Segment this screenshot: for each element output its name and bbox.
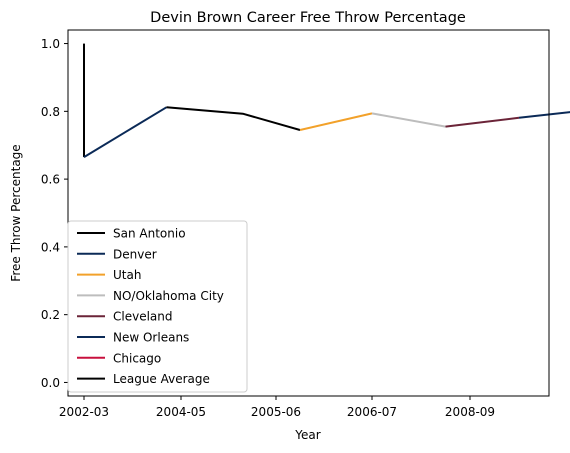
- legend-label: San Antonio: [113, 227, 186, 241]
- y-tick-label: 1.0: [41, 37, 60, 51]
- x-tick-label: 2002-03: [59, 405, 109, 419]
- legend-label: League Average: [113, 372, 210, 386]
- series-line-utah-3: [299, 112, 373, 131]
- legend-label: Chicago: [113, 351, 161, 365]
- legend-label: NO/Oklahoma City: [113, 289, 224, 303]
- series-line-san-antonio-2: [166, 106, 301, 131]
- y-tick-label: 0.4: [41, 240, 60, 254]
- y-tick-label: 0.6: [41, 173, 60, 187]
- y-tick-label: 0.8: [41, 105, 60, 119]
- legend-label: New Orleans: [113, 331, 189, 345]
- x-tick-label: 2005-06: [251, 405, 301, 419]
- x-tick-label: 2008-09: [445, 405, 495, 419]
- plot-frame: [67, 29, 550, 397]
- y-tick-label: 0.2: [41, 308, 60, 322]
- legend-label: Utah: [113, 268, 141, 282]
- x-tick-label: 2004-05: [156, 405, 206, 419]
- chart-title: Devin Brown Career Free Throw Percentage: [150, 10, 466, 26]
- legend: San Antonio Denver Utah NO/Oklahoma City Cle…: [67, 220, 248, 393]
- legend-box: [67, 220, 248, 393]
- legend-label: Cleveland: [113, 310, 173, 324]
- y-tick-label: 0.0: [41, 376, 60, 390]
- series-line-denver-1: [83, 106, 167, 158]
- plot-area: [83, 43, 570, 158]
- x-tick-label: 2006-07: [347, 405, 397, 419]
- legend-label: Denver: [113, 247, 157, 261]
- y-axis: 0.0 0.2 0.4 0.6 0.8 1.0: [41, 37, 68, 390]
- x-axis-label: Year: [294, 428, 320, 442]
- series-line-cleveland-5: [445, 116, 520, 128]
- x-axis: 2002-03 2004-05 2005-06 2006-07 2008-09: [59, 396, 495, 419]
- series-line-no-oklahoma-city-4: [371, 112, 446, 128]
- series-line-new-orleans-6: [518, 111, 570, 119]
- y-axis-label: Free Throw Percentage: [9, 144, 23, 281]
